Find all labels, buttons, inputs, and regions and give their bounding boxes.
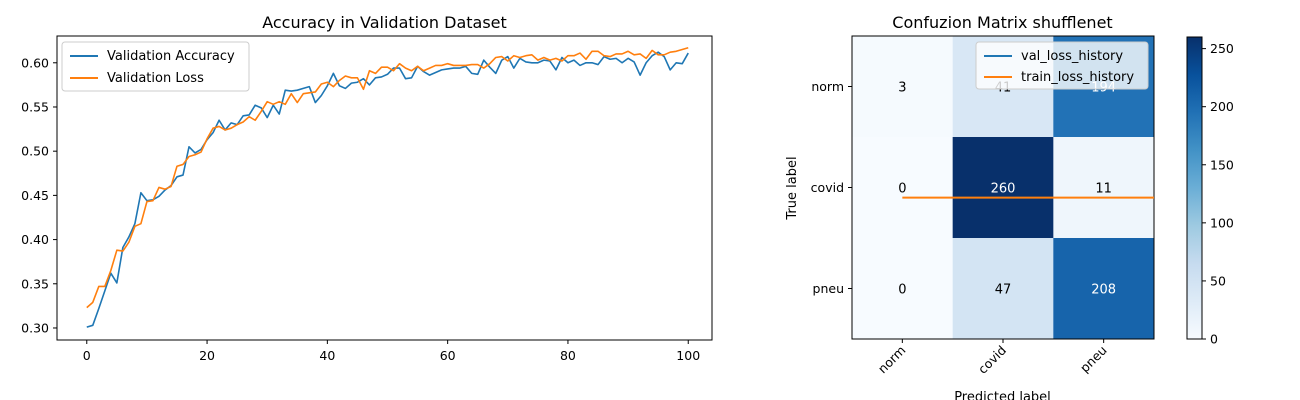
- colorbar-tick-label: 250: [1210, 41, 1234, 56]
- colorbar: [1186, 36, 1203, 340]
- left-legend-box: [61, 41, 250, 92]
- heatmap-cell: [952, 137, 1054, 239]
- left-x-tick-label: 20: [199, 348, 215, 363]
- confusion-matrix-chart: Confuzion Matrix shufflenet 341194026011…: [785, 13, 1234, 400]
- colorbar-tick-label: 150: [1210, 157, 1234, 172]
- left-legend: Validation Accuracy Validation Loss: [61, 41, 250, 92]
- heatmap-cell: [952, 238, 1054, 340]
- left-y-tick-label: 0.60: [21, 55, 49, 70]
- left-y-tick-label: 0.45: [21, 188, 49, 203]
- right-legend: val_loss_history train_loss_history: [975, 41, 1149, 90]
- right-legend-box: [975, 41, 1149, 90]
- heatmap-cell-value: 3: [898, 81, 906, 96]
- colorbar-tick-label: 200: [1210, 99, 1234, 114]
- heatmap-frame: [851, 35, 1155, 340]
- heatmap-col-label: norm: [875, 343, 909, 377]
- heatmap-cell: [1053, 238, 1155, 340]
- series-line-validation-accuracy: [86, 51, 689, 328]
- accuracy-line-chart: Accuracy in Validation Dataset 0 20 40 60 80…: [21, 13, 713, 363]
- heatmap-cells: [852, 36, 1155, 340]
- colorbar-ticks: 0 50 100 150 200 250: [1202, 41, 1234, 347]
- left-axes-frame: [56, 35, 713, 341]
- heatmap-cell-value: 0: [898, 283, 906, 298]
- heatmap-y-axis-label: True label: [785, 156, 800, 220]
- heatmap-row-label: pneu: [813, 281, 844, 296]
- heatmap-cell: [852, 36, 954, 138]
- left-x-tick-label: 0: [83, 348, 91, 363]
- left-chart-title: Accuracy in Validation Dataset: [262, 13, 507, 32]
- colorbar-tick-label: 50: [1210, 273, 1226, 288]
- heatmap-cell: [1053, 137, 1155, 239]
- left-series-lines: [86, 46, 689, 328]
- heatmap-cell-value: 260: [991, 182, 1016, 197]
- heatmap-cell: [852, 238, 954, 340]
- left-x-tick-label: 100: [676, 348, 700, 363]
- heatmap-x-axis-label: Predicted label: [954, 390, 1051, 400]
- left-x-tick-label: 80: [560, 348, 576, 363]
- left-legend-label-val-loss: Validation Loss: [107, 71, 204, 86]
- right-legend-label-val-loss: val_loss_history: [1021, 49, 1123, 64]
- heatmap-cell-value: 47: [995, 283, 1012, 298]
- left-x-tick-label: 60: [440, 348, 456, 363]
- heatmap-cell-value: 0: [898, 182, 906, 197]
- left-legend-label-val-accuracy: Validation Accuracy: [107, 49, 235, 64]
- left-y-tick-label: 0.35: [21, 276, 49, 291]
- left-y-tick-label: 0.55: [21, 99, 49, 114]
- heatmap-cell-value: 208: [1091, 283, 1116, 298]
- right-legend-label-train-loss: train_loss_history: [1021, 70, 1134, 85]
- left-x-tick-label: 40: [319, 348, 335, 363]
- colorbar-tick-label: 100: [1210, 215, 1234, 230]
- left-y-tick-label: 0.30: [21, 320, 49, 335]
- heatmap-col-label: pneu: [1077, 343, 1110, 376]
- heatmap-cell: [852, 137, 954, 239]
- heatmap-row-label: norm: [811, 79, 844, 94]
- colorbar-tick-label: 0: [1210, 332, 1218, 347]
- right-chart-title: Confuzion Matrix shufflenet: [892, 13, 1112, 32]
- heatmap-col-label: covid: [975, 343, 1009, 377]
- heatmap-row-label: covid: [811, 180, 844, 195]
- heatmap-cell-value: 11: [1095, 182, 1112, 197]
- left-y-tick-label: 0.40: [21, 232, 49, 247]
- left-y-tick-label: 0.50: [21, 144, 49, 159]
- series-line-validation-loss: [86, 46, 689, 309]
- left-axes-ticks: 0 20 40 60 80 100 0.30 0.35 0.40 0.45 0.50 0.55 0.60: [21, 55, 700, 363]
